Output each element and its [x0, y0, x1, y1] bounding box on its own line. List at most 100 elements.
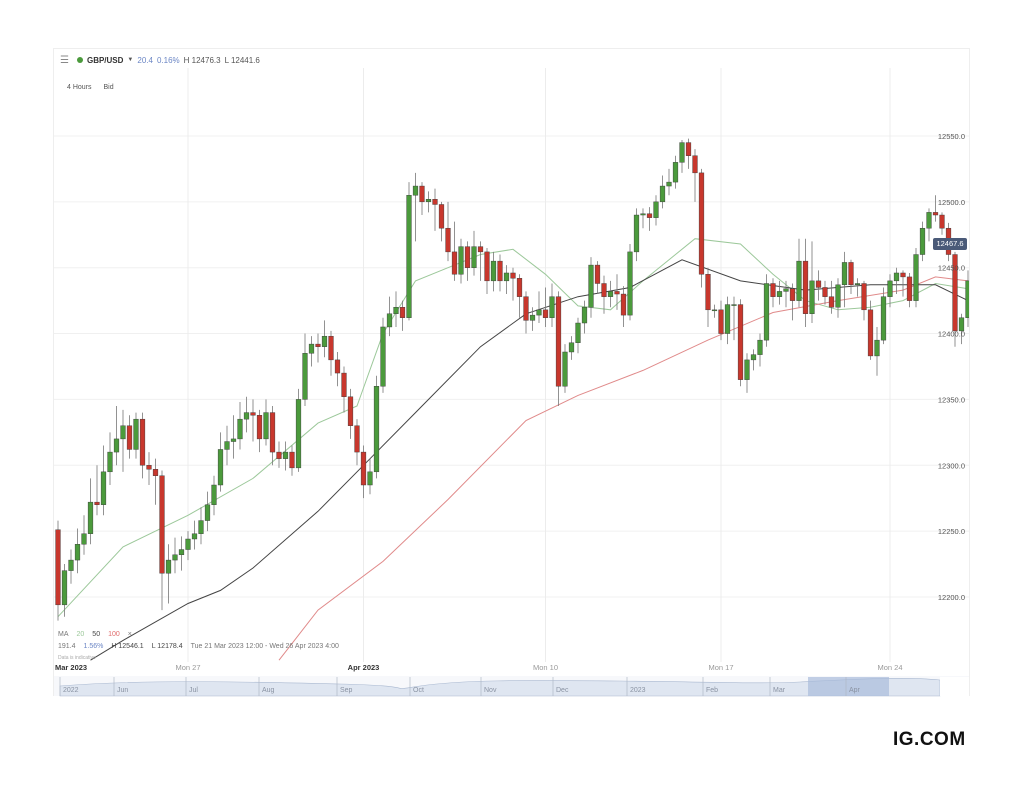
session-low: L 12441.6	[224, 55, 260, 65]
x-tick-label: Mon 24	[877, 663, 902, 672]
y-tick-label: 12200.0	[938, 593, 965, 602]
candle	[185, 531, 191, 561]
ma50-label[interactable]: 50	[92, 631, 101, 638]
candle-body	[549, 296, 555, 318]
candle	[107, 432, 113, 486]
candle-body	[705, 274, 711, 311]
candle	[646, 207, 653, 231]
interval-selector[interactable]: 4 Hours	[67, 84, 92, 91]
candle	[932, 195, 939, 222]
price-change-pct: 0.16%	[156, 55, 180, 65]
candle	[367, 458, 373, 495]
candle	[55, 520, 61, 621]
candle-body	[913, 254, 919, 301]
y-tick-label: 12450.0	[938, 264, 965, 273]
candle-body	[100, 471, 107, 505]
candle	[614, 274, 620, 310]
candle-body	[399, 307, 406, 318]
candle	[880, 287, 887, 345]
candle	[737, 299, 744, 387]
candle-body	[211, 484, 217, 505]
candle-body	[81, 533, 87, 545]
candle	[672, 155, 679, 189]
candle	[230, 415, 237, 459]
candle-body	[289, 451, 295, 469]
candle	[848, 259, 854, 295]
candle	[841, 251, 848, 308]
candle-body	[828, 296, 835, 308]
candle	[588, 257, 594, 318]
candle	[653, 195, 659, 226]
candle-body	[562, 351, 568, 387]
candle	[835, 278, 841, 318]
candle	[815, 270, 822, 301]
candle	[698, 168, 705, 288]
candle-body	[516, 278, 523, 297]
hamburger-icon[interactable]: ☰	[60, 54, 69, 66]
ma100-label[interactable]: 100	[108, 631, 120, 638]
candle-body	[672, 162, 679, 183]
chevron-down-icon[interactable]: ▼	[127, 57, 134, 63]
candle	[549, 283, 555, 327]
candle-body	[685, 142, 692, 156]
range-summary: 191.4 1.56% H 12546.1 L 12178.4 Tue 21 M…	[58, 643, 339, 650]
candle-body	[471, 246, 477, 268]
candle	[789, 283, 796, 321]
candle-body	[87, 501, 94, 534]
navigator-label: Feb	[706, 687, 718, 694]
candle	[282, 441, 289, 471]
candle-body	[867, 309, 874, 357]
candle	[763, 274, 770, 347]
candle	[783, 280, 789, 308]
candle	[74, 528, 81, 574]
candle-body	[276, 451, 282, 459]
candle	[204, 491, 211, 532]
candle-body	[750, 354, 757, 361]
candle-body	[627, 251, 633, 316]
chart-toolbar: ☰ GBP/USD ▼ 20.4 0.16% H 12476.3 L 12441…	[60, 53, 260, 67]
candle-body	[269, 412, 276, 453]
candle	[913, 247, 919, 308]
x-tick-label: Apr 2023	[348, 663, 380, 672]
candle-body	[133, 418, 139, 450]
candle	[178, 536, 185, 571]
chart-settings: 4 Hours Bid	[67, 84, 114, 91]
candle	[822, 280, 828, 305]
navigator-selection[interactable]	[808, 677, 889, 696]
candle	[237, 402, 243, 450]
candle	[575, 317, 581, 354]
candle-body	[152, 469, 159, 476]
candle	[581, 300, 588, 334]
candle-body	[926, 212, 932, 229]
market-status-icon	[76, 57, 83, 63]
candle	[828, 280, 835, 314]
range-change-pct: 1.56%	[83, 643, 104, 650]
candle	[490, 251, 497, 292]
symbol-selector[interactable]: GBP/USD	[86, 55, 124, 65]
candle	[640, 208, 646, 229]
candle-body	[113, 438, 120, 453]
candle-body	[425, 199, 432, 203]
candle	[757, 333, 763, 367]
candle-body	[159, 475, 165, 574]
candle-body	[315, 343, 321, 347]
close-icon[interactable]: ×	[127, 631, 132, 638]
candle	[100, 445, 107, 516]
candle	[900, 270, 906, 297]
candle-body	[718, 309, 724, 334]
candle	[243, 396, 250, 433]
candle	[419, 182, 425, 216]
price-change: 20.4	[137, 55, 153, 65]
candle-body	[757, 339, 763, 355]
candle	[360, 445, 367, 499]
candle	[692, 149, 698, 202]
candle-body	[139, 418, 146, 466]
candle-body	[614, 291, 620, 295]
ma20-label[interactable]: 20	[76, 631, 85, 638]
candle	[289, 445, 295, 476]
price-type-selector[interactable]: Bid	[103, 84, 114, 91]
candle	[731, 296, 737, 341]
candle	[685, 138, 692, 169]
candle	[373, 375, 380, 479]
